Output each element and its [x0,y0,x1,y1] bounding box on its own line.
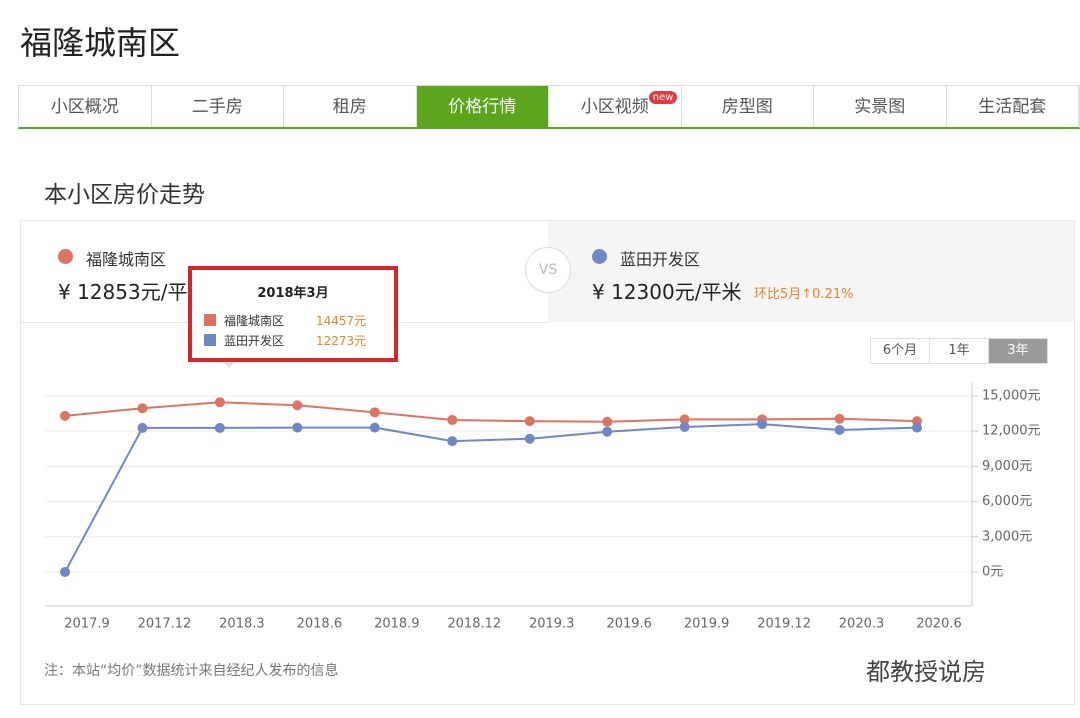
point [834,424,845,435]
y-tick-label: 9,000元 [982,459,1032,474]
tab[interactable]: 租房 [284,86,417,127]
point [524,416,535,427]
x-tick-label: 2019.12 [757,617,811,632]
compare-right-bg [548,221,1074,322]
range-buttons: 6个月 1年 3年 [870,338,1048,364]
tab-label: 租房 [332,97,367,117]
tab-label: 价格行情 [448,97,517,117]
x-tick-label: 2019.3 [529,617,575,632]
legend-name: 福隆城南区 [86,250,167,269]
footer-note: 注：本站“均价”数据统计来自经纪人发布的信息 [44,663,339,679]
tooltip-row: 蓝田开发区 12273元 [204,332,366,349]
x-tick-label: 2020.3 [839,617,885,632]
tooltip-name: 蓝田开发区 [224,334,285,348]
tooltip-arrow [221,360,237,368]
tooltip: 2018年3月 福隆城南区 14457元蓝田开发区 12273元 [188,266,398,362]
tooltip-value: 14457元 [316,314,367,328]
tab[interactable]: 实景图 [814,86,947,127]
point [679,422,690,433]
vs-badge: VS [525,247,571,293]
point [834,413,845,424]
point [447,414,458,425]
series-line [64,401,918,423]
tab-label: 生活配套 [978,97,1047,117]
series-line [64,423,918,573]
point [60,566,70,577]
point [524,433,535,444]
y-tick-label: 3,000元 [982,529,1032,544]
point [137,403,148,414]
page-title: 福隆城南区 [20,24,181,62]
point [369,422,380,433]
tooltip-name: 福隆城南区 [224,314,285,328]
tab[interactable]: 生活配套 [947,86,1079,127]
section-title: 本小区房价走势 [44,182,205,208]
range-button[interactable]: 6个月 [871,339,930,363]
point [214,422,225,433]
legend-dot [58,249,73,264]
y-tick-label: 15,000元 [982,388,1041,403]
point [369,407,380,418]
tab-label: 小区概况 [50,97,119,117]
new-badge: new [648,91,678,104]
point [912,422,922,433]
range-button[interactable]: 3年 [989,339,1047,363]
point [602,426,613,437]
tooltip-title: 2018年3月 [257,286,329,301]
tooltip-value: 12273元 [316,334,367,348]
price: ¥ 12300元/平米 [592,280,742,304]
point [137,422,148,433]
tab-label: 房型图 [721,97,773,117]
tab[interactable]: 价格行情 [416,86,549,127]
x-tick-label: 2019.9 [684,617,730,632]
x-tick-label: 2017.12 [138,617,192,632]
tooltip-swatch [204,334,216,346]
x-tick-label: 2020.6 [916,617,962,632]
tab-label: 二手房 [191,97,243,117]
point [292,400,303,411]
price: ¥ 12853元/平米 [58,280,208,304]
point [447,436,458,447]
tab[interactable]: 房型图 [682,86,814,127]
range-button[interactable]: 1年 [930,339,989,363]
tooltip-row: 福隆城南区 14457元 [204,312,366,329]
tab-label: 实景图 [854,97,906,117]
point [679,414,690,425]
panel [20,220,1075,705]
tooltip-swatch [204,314,216,326]
tab-label: 小区视频 [580,97,649,117]
legend-name: 蓝田开发区 [620,250,701,269]
point [292,422,303,433]
y-tick-label: 6,000元 [982,494,1032,509]
x-tick-label: 2018.6 [297,617,343,632]
legend-dot [592,249,607,264]
x-tick-label: 2018.3 [219,617,265,632]
price-change: 环比5月↑0.21% [754,287,854,302]
watermark: 都教授说房 [866,658,986,686]
tab-bar: 小区概况 二手房 租房 价格行情 小区视频 new 房型图 实景图 生活配套 [18,85,1080,129]
tab[interactable]: 小区视频 new [549,86,682,127]
point [757,419,768,430]
point [602,416,613,427]
point [60,410,70,421]
x-tick-label: 2018.12 [447,617,501,632]
y-tick-label: 0元 [982,564,1003,579]
x-tick-label: 2019.6 [606,617,652,632]
x-tick-label: 2018.9 [374,617,420,632]
tab[interactable]: 小区概况 [19,86,152,127]
x-tick-label: 2017.9 [64,617,110,632]
y-tick-label: 12,000元 [982,424,1041,439]
tab[interactable]: 二手房 [152,86,284,127]
point [214,397,225,408]
